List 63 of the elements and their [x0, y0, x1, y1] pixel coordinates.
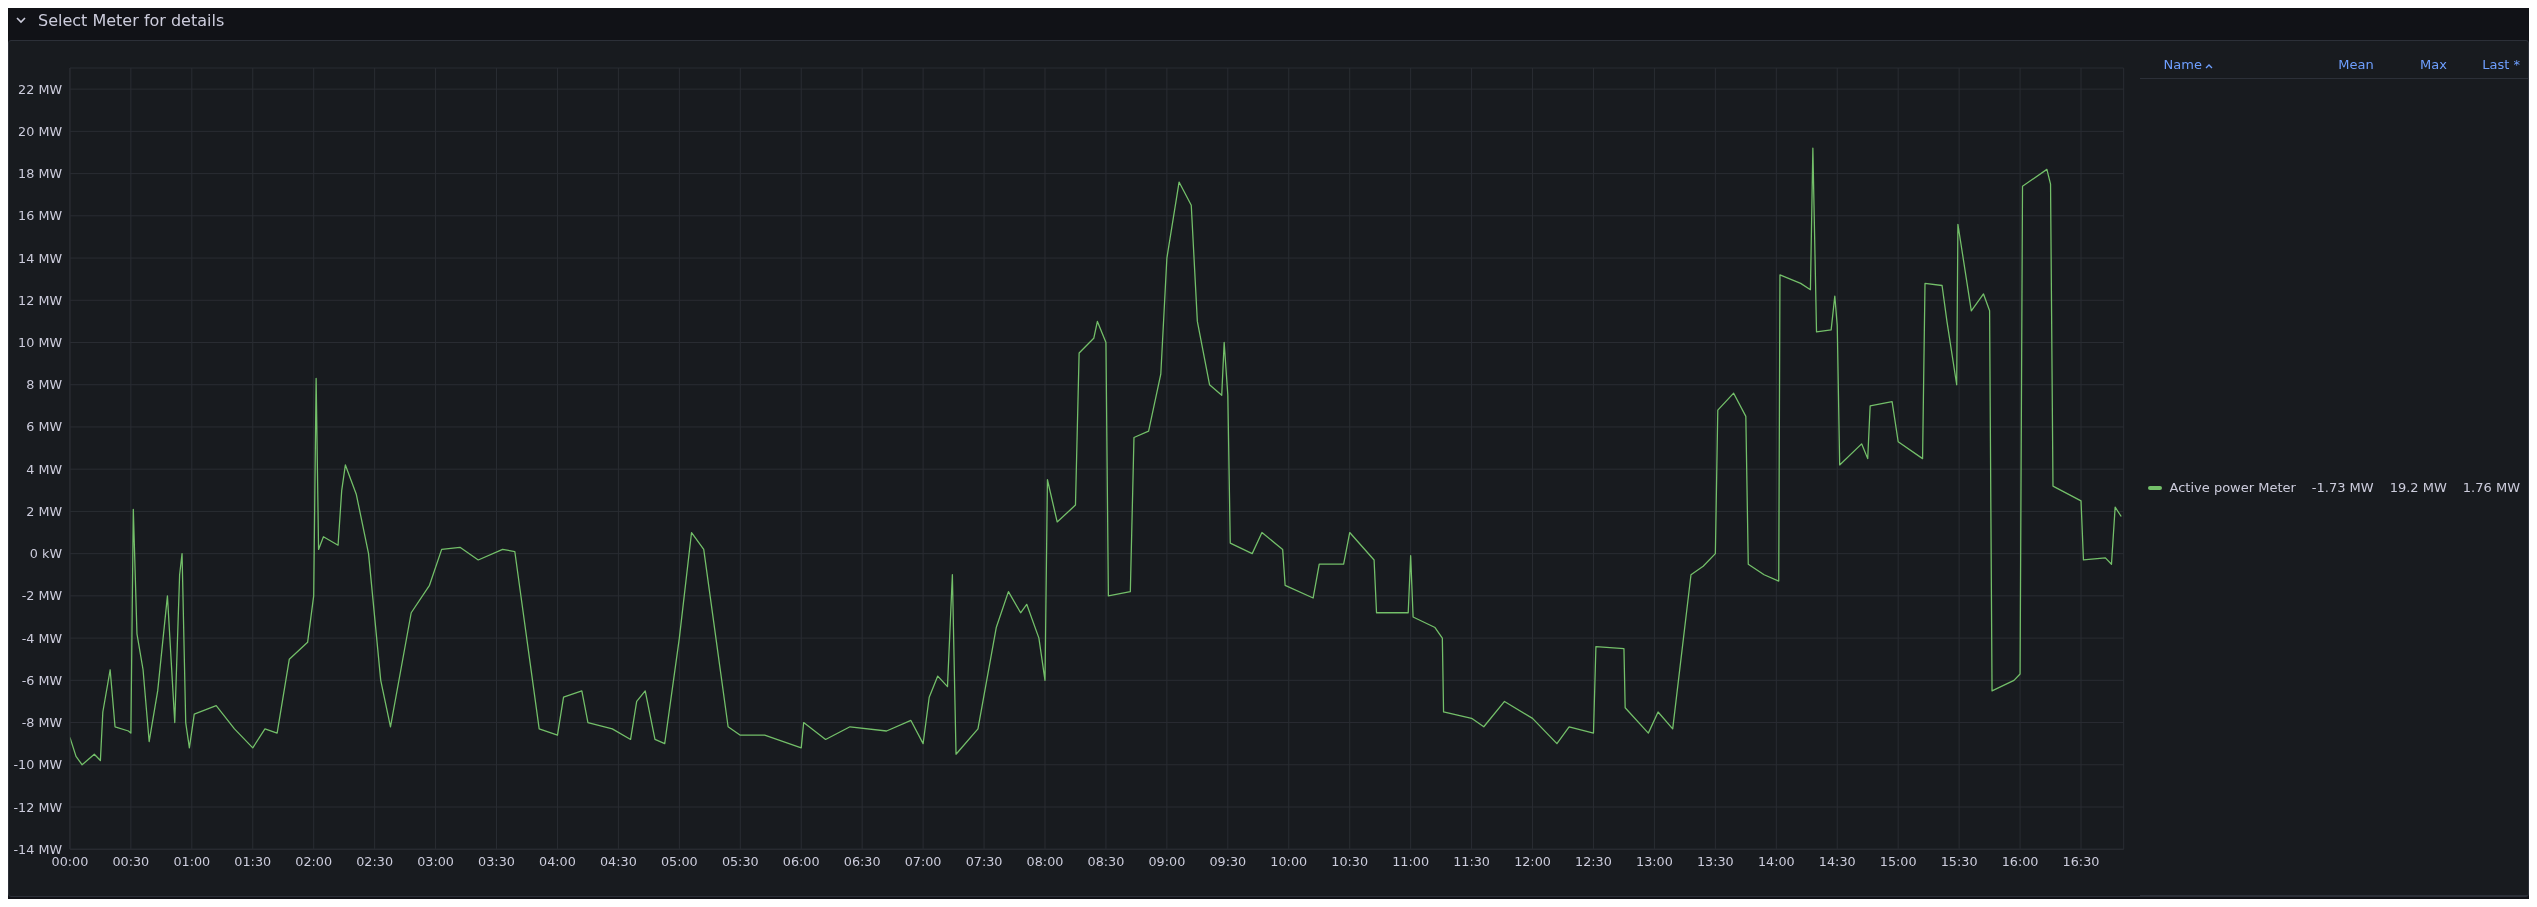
legend-label: Active power Meter	[2139, 78, 2304, 896]
chart-title: Select Meter for details	[38, 10, 225, 30]
y-tick-label: 18 MW	[18, 166, 63, 182]
y-tick-label: -2 MW	[21, 588, 63, 604]
x-tick-label: 12:00	[1514, 854, 1551, 870]
y-tick-label: 12 MW	[18, 292, 63, 308]
y-tick-label: 2 MW	[26, 503, 63, 519]
x-tick-label: 16:30	[2062, 854, 2100, 870]
x-tick-label: 04:30	[600, 854, 637, 870]
y-tick-label: 20 MW	[18, 123, 63, 139]
y-tick-label: -6 MW	[21, 672, 63, 688]
x-tick-label: 07:00	[904, 854, 942, 870]
y-tick-label: 6 MW	[26, 419, 63, 435]
y-tick-label: 22 MW	[18, 81, 63, 97]
x-tick-label: 08:30	[1087, 854, 1125, 870]
y-tick-label: -8 MW	[21, 715, 63, 731]
x-tick-label: 08:00	[1026, 854, 1064, 870]
x-tick-label: 06:00	[782, 854, 820, 870]
x-tick-label: 01:00	[173, 854, 211, 870]
x-tick-label: 11:30	[1453, 854, 1490, 870]
x-tick-label: 03:00	[417, 854, 454, 870]
x-tick-label: 05:00	[660, 854, 698, 870]
text: Last *	[2454, 51, 2528, 79]
x-tick-label: 11:00	[1392, 854, 1430, 870]
x-tick-label: 10:30	[1331, 854, 1369, 870]
x-tick-label: 13:00	[1636, 854, 1673, 870]
x-tick-label: 10:00	[1270, 854, 1308, 870]
y-tick-label: 0 kW	[29, 546, 63, 562]
y-tick-label: 8 MW	[26, 377, 63, 393]
y-tick-label: -10 MW	[13, 757, 63, 773]
text: Name	[2139, 51, 2304, 79]
y-tick-label: 4 MW	[26, 461, 63, 477]
y-tick-label: -14 MW	[13, 841, 63, 857]
x-tick-label: 06:30	[843, 854, 881, 870]
y-tick-label: -12 MW	[13, 799, 63, 815]
text: 19.2 MW	[2381, 78, 2455, 896]
x-tick-label: 14:30	[1818, 854, 1856, 870]
x-tick-label: 09:30	[1209, 854, 1247, 870]
x-tick-label: 13:30	[1696, 854, 1734, 870]
x-tick-label: 03:30	[478, 854, 515, 870]
text: Max	[2381, 51, 2455, 79]
line-series	[69, 147, 2122, 766]
x-tick-label: 16:00	[2001, 854, 2039, 870]
x-tick-label: 00:00	[51, 854, 89, 870]
y-tick-label: 14 MW	[18, 250, 63, 266]
text: -1.73 MW	[2303, 78, 2382, 896]
x-tick-label: 14:00	[1757, 854, 1795, 870]
text: 1.76 MW	[2454, 78, 2528, 896]
x-tick-label: 12:30	[1575, 854, 1612, 870]
x-tick-label: 15:30	[1940, 854, 1978, 870]
y-tick-label: -4 MW	[21, 630, 63, 646]
y-tick-label: 16 MW	[18, 208, 63, 224]
x-tick-label: 07:30	[965, 854, 1003, 870]
x-tick-label: 15:00	[1879, 854, 1917, 870]
x-tick-label: 02:30	[356, 854, 394, 870]
x-tick-label: 00:30	[112, 854, 150, 870]
x-tick-label: 05:30	[721, 854, 759, 870]
x-tick-label: 01:30	[234, 854, 272, 870]
x-tick-label: 09:00	[1148, 854, 1186, 870]
y-tick-label: 10 MW	[18, 335, 63, 351]
x-tick-label: 02:00	[295, 854, 333, 870]
text: Mean	[2303, 51, 2382, 79]
x-tick-label: 04:00	[539, 854, 576, 870]
